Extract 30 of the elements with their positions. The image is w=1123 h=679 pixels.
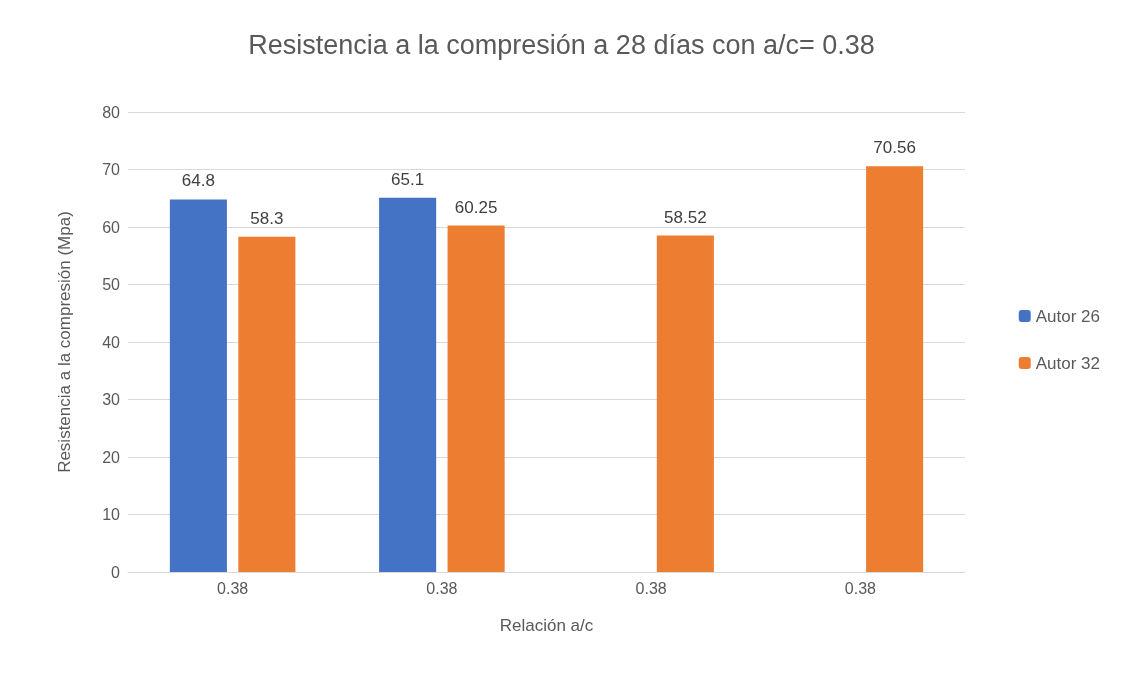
x-tick-label: 0.38 [844,579,877,597]
y-tick-label: 40 [102,333,121,351]
y-axis-title: Resistencia a la compresión (Mpa) [55,211,74,473]
y-tick-label: 30 [102,391,121,408]
bar [447,225,505,572]
y-tick-label: 20 [102,448,121,466]
x-tick-label: 0.38 [426,579,458,597]
bar [656,235,714,572]
legend-label: Autor 32 [1035,353,1100,373]
bar [169,199,227,572]
data-label: 58.3 [250,208,284,228]
data-label: 60.25 [454,197,498,217]
y-tick-label: 10 [102,506,121,523]
y-tick-label: 0 [111,563,121,581]
legend-label: Autor 26 [1035,306,1100,326]
x-tick-label: 0.38 [635,579,667,597]
y-tick-label: 80 [102,103,121,121]
chart-title: Resistencia a la compresión a 28 días con a/c= 0.38 [248,29,875,60]
data-label: 64.8 [181,171,215,191]
x-axis-title: Relación a/c [499,616,594,635]
bar [866,166,924,572]
y-tick-label: 60 [102,218,121,236]
data-label: 70.56 [873,138,916,158]
bar [379,197,437,572]
y-tick-label: 50 [102,276,121,293]
data-label: 58.52 [664,207,707,227]
y-tick-label: 70 [102,161,121,178]
bar [238,236,296,572]
data-label: 65.1 [391,169,425,189]
x-tick-label: 0.38 [217,579,249,597]
